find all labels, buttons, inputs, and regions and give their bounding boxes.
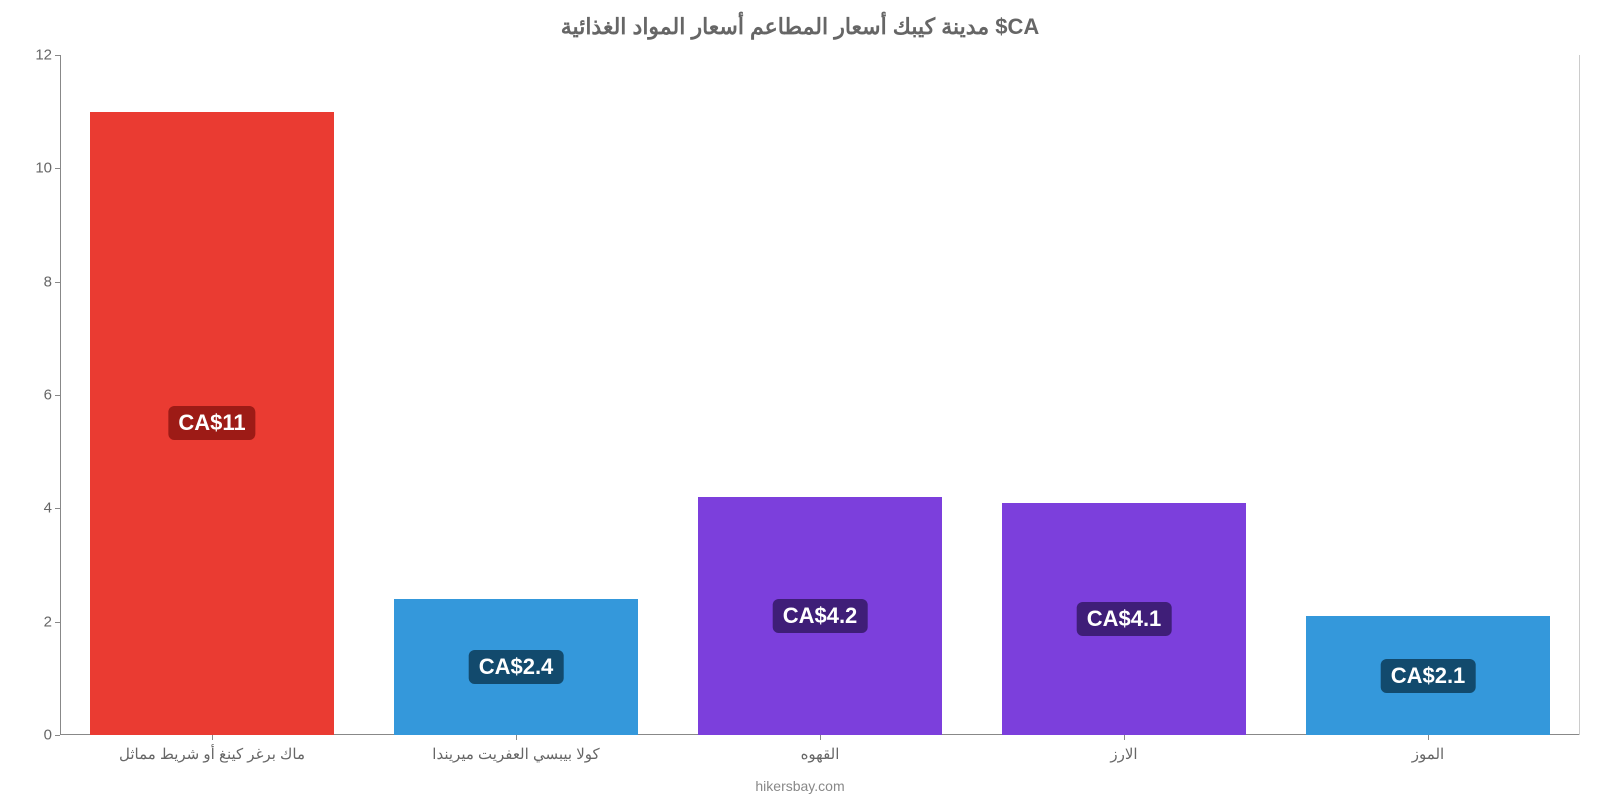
x-tick	[1428, 735, 1429, 740]
plot-right-border	[1579, 55, 1580, 735]
bar-value-label: CA$2.1	[1381, 659, 1476, 693]
bar-value-label: CA$11	[168, 406, 255, 440]
y-tick	[55, 622, 60, 623]
x-tick	[820, 735, 821, 740]
x-tick	[1124, 735, 1125, 740]
y-axis	[60, 55, 61, 735]
y-tick	[55, 55, 60, 56]
y-tick	[55, 168, 60, 169]
y-tick	[55, 282, 60, 283]
x-tick	[516, 735, 517, 740]
y-tick	[55, 508, 60, 509]
x-tick	[212, 735, 213, 740]
bar-value-label: CA$4.2	[773, 599, 868, 633]
bar-value-label: CA$2.4	[469, 650, 564, 684]
plot-area: 024681012CA$11ماك برغر كينغ أو شريط مماث…	[60, 55, 1580, 735]
source-footer: hikersbay.com	[0, 778, 1600, 794]
bar-value-label: CA$4.1	[1077, 602, 1172, 636]
y-tick	[55, 395, 60, 396]
y-tick	[55, 735, 60, 736]
chart-title: مدينة كيبك أسعار المطاعم أسعار المواد ال…	[0, 0, 1600, 40]
